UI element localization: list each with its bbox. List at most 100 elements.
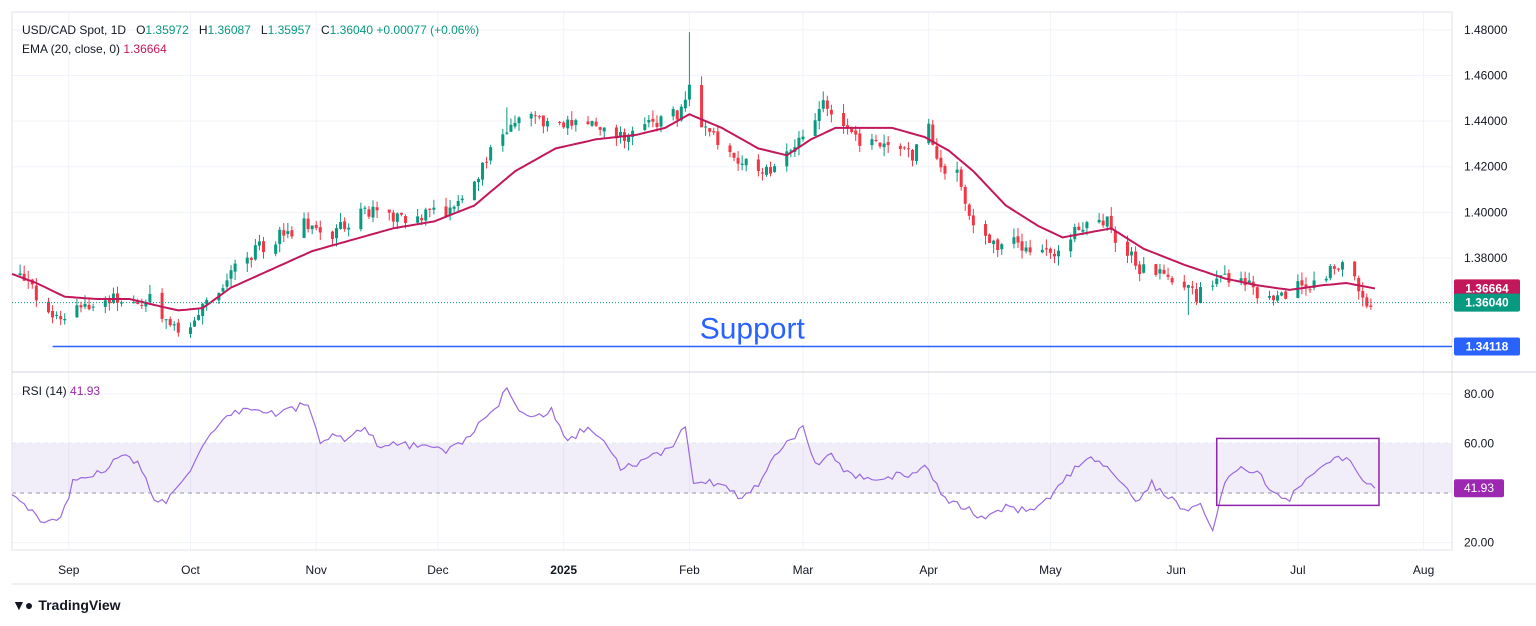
candle-body [395, 213, 399, 222]
candle-body [647, 119, 651, 123]
candle-body [533, 115, 537, 117]
candle-body [671, 108, 675, 117]
rsi-tick-label: 20.00 [1464, 536, 1494, 550]
rsi-legend-label: RSI (14) [22, 384, 67, 398]
candle-body [505, 132, 509, 134]
candle-body [359, 208, 363, 230]
candle-body [1199, 287, 1203, 304]
rsi-tick-label: 60.00 [1464, 436, 1494, 450]
candle-body [1057, 250, 1061, 257]
candle-body [984, 224, 988, 236]
candle-body [1040, 249, 1044, 253]
candle-body [545, 121, 549, 127]
candle-body [221, 288, 225, 292]
candle-body [1105, 216, 1109, 227]
candle-body [1134, 251, 1138, 266]
candle-body [1028, 247, 1032, 253]
candle-body [882, 143, 886, 148]
candle-body [858, 133, 862, 146]
candle-body [476, 179, 480, 183]
rsi-line [11, 386, 1376, 533]
candle-body [598, 127, 602, 130]
support-label: Support [700, 312, 806, 345]
candle-body [51, 311, 55, 318]
candle-body [902, 147, 906, 149]
candle-body [643, 124, 647, 130]
candle-body [1255, 287, 1259, 299]
candle-body [1336, 268, 1340, 270]
candle-body [829, 109, 833, 115]
candle-body [1162, 269, 1166, 274]
candle-body [188, 327, 192, 334]
candle-body [760, 172, 764, 174]
candle-body [282, 230, 286, 236]
candle-body [1340, 262, 1344, 270]
candle-body [1308, 289, 1312, 291]
candle-body [416, 216, 420, 223]
candle-body [971, 215, 975, 226]
candle-body [773, 166, 777, 172]
ema-price-tag-bg [1454, 279, 1520, 298]
candle-body [801, 136, 805, 140]
candle-body [148, 294, 152, 302]
high-label: H [198, 23, 208, 37]
open-value: 1.35972 [145, 23, 189, 37]
time-tick-label: Jun [1166, 563, 1185, 577]
candle-body [1215, 278, 1219, 285]
candle-body [992, 240, 996, 245]
candle-body [375, 207, 379, 211]
time-tick-label: May [1039, 563, 1062, 577]
candle-body [1239, 278, 1243, 282]
candle-body [915, 144, 919, 161]
candle-body [825, 100, 829, 109]
candle-body [47, 301, 51, 313]
candle-body [1077, 226, 1081, 231]
candle-body [83, 303, 87, 307]
candle-body [1194, 289, 1198, 302]
candle-body [1280, 292, 1284, 296]
candle-body [931, 124, 935, 145]
time-tick-label: Sep [58, 563, 80, 577]
candle-body [1211, 285, 1215, 287]
candle-body [1052, 253, 1056, 257]
candle-body [489, 147, 493, 161]
candle-body [1125, 241, 1129, 256]
candle-body [708, 128, 712, 132]
candle-body [253, 245, 257, 260]
candle-body [1272, 295, 1276, 301]
candle-body [996, 239, 1000, 251]
candle-body [1328, 266, 1332, 279]
price-tick-label: 1.40000 [1464, 205, 1508, 219]
candle-body [261, 241, 265, 253]
candle-body [1113, 231, 1117, 243]
candle-body [164, 319, 168, 321]
candle-body [728, 145, 732, 153]
candle-body [602, 127, 606, 132]
annotations: Support [52, 312, 1452, 348]
time-tick-label: Feb [679, 563, 700, 577]
candle-body [1109, 215, 1113, 230]
candle-body [59, 316, 63, 320]
candle-body [87, 304, 91, 310]
symbol-label: USD/CAD Spot, 1D [22, 23, 127, 37]
candle-body [424, 209, 428, 221]
candle-body [343, 221, 347, 230]
candle-body [988, 234, 992, 243]
candle-body [302, 218, 306, 238]
candle-body [789, 150, 793, 152]
rsi-band [12, 443, 1452, 493]
tradingview-logo[interactable]: ▼● TradingView [12, 597, 121, 613]
low-label: L [260, 23, 268, 37]
candle-body [176, 322, 180, 333]
plot-frame [11, 11, 1453, 551]
candle-body [140, 304, 144, 306]
candle-body [574, 120, 578, 125]
candle-body [1158, 269, 1162, 274]
candle-body [939, 157, 943, 168]
candle-body [1332, 266, 1336, 269]
rsi-value-tag: 41.93 [1464, 481, 1494, 495]
candle-body [136, 301, 140, 305]
rsi-legend: RSI (14) 41.93 [22, 384, 100, 398]
candle-body [813, 120, 817, 136]
time-tick-label: Nov [306, 563, 327, 577]
